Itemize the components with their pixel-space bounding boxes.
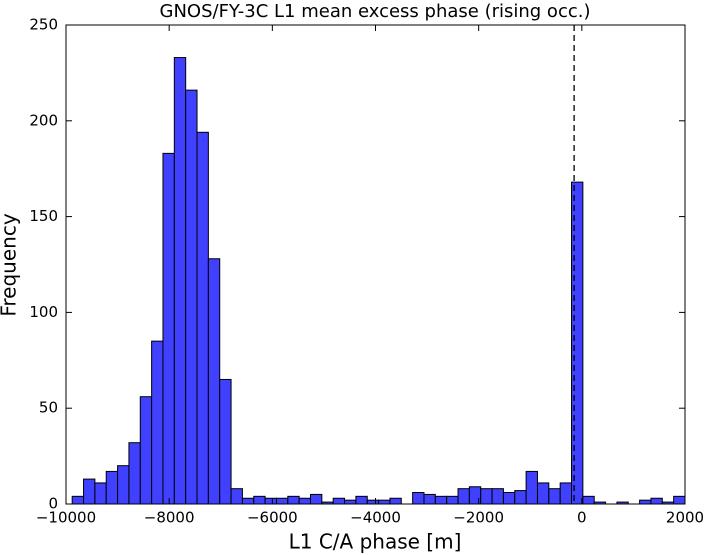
bar — [71, 495, 85, 505]
bar — [332, 497, 346, 505]
bar — [480, 488, 493, 505]
bar — [219, 378, 232, 505]
bar — [457, 488, 470, 505]
y-axis-label: Frequency — [0, 213, 21, 316]
bar — [173, 57, 187, 505]
y-tick-label: 0 — [48, 495, 58, 513]
bar — [117, 465, 130, 505]
bar — [139, 396, 153, 505]
bar — [298, 497, 312, 505]
bar — [230, 488, 243, 505]
x-tick-label: −8000 — [144, 509, 195, 527]
x-tick-label: −10000 — [36, 509, 96, 527]
bar — [412, 492, 425, 505]
x-tick-label: 0 — [577, 509, 587, 527]
x-axis-label: L1 C/A phase [m] — [289, 530, 462, 554]
bar — [650, 497, 663, 505]
x-tick-label: −2000 — [453, 509, 504, 527]
bar — [253, 495, 266, 505]
bar — [446, 495, 459, 505]
bar — [355, 495, 368, 505]
bar — [639, 499, 652, 505]
bar — [162, 152, 175, 505]
x-tick-label: −6000 — [247, 509, 298, 527]
bar — [502, 492, 516, 505]
bar — [536, 482, 550, 505]
bar — [378, 499, 391, 505]
bar — [559, 482, 573, 505]
bar — [151, 340, 164, 505]
bar — [287, 495, 300, 505]
bar — [105, 470, 119, 505]
bar — [185, 89, 198, 505]
bar — [389, 497, 402, 505]
x-tick-label: 2000 — [666, 509, 704, 527]
y-tick-label: 250 — [29, 16, 58, 34]
bar — [310, 493, 323, 505]
bar — [366, 499, 380, 505]
y-tick-label: 100 — [29, 303, 58, 321]
bar — [264, 497, 277, 505]
bar — [241, 497, 255, 505]
bar — [525, 470, 538, 505]
y-tick-label: 200 — [29, 111, 58, 129]
y-tick-label: 50 — [39, 399, 58, 417]
bar — [94, 482, 107, 505]
y-tick-label: 150 — [29, 207, 58, 225]
bar — [423, 493, 436, 505]
bar — [196, 131, 209, 505]
bar — [514, 490, 527, 505]
bar — [128, 442, 141, 505]
bar — [344, 499, 357, 505]
bar — [275, 497, 289, 505]
bar — [548, 488, 561, 505]
bar — [83, 478, 96, 505]
bar — [434, 495, 448, 505]
chart-title: GNOS/FY-3C L1 mean excess phase (rising … — [160, 1, 591, 22]
bar — [571, 181, 584, 505]
bar — [582, 495, 595, 505]
x-tick-label: −4000 — [350, 509, 401, 527]
bar — [673, 495, 686, 505]
bar — [491, 488, 504, 505]
bar — [207, 258, 221, 505]
